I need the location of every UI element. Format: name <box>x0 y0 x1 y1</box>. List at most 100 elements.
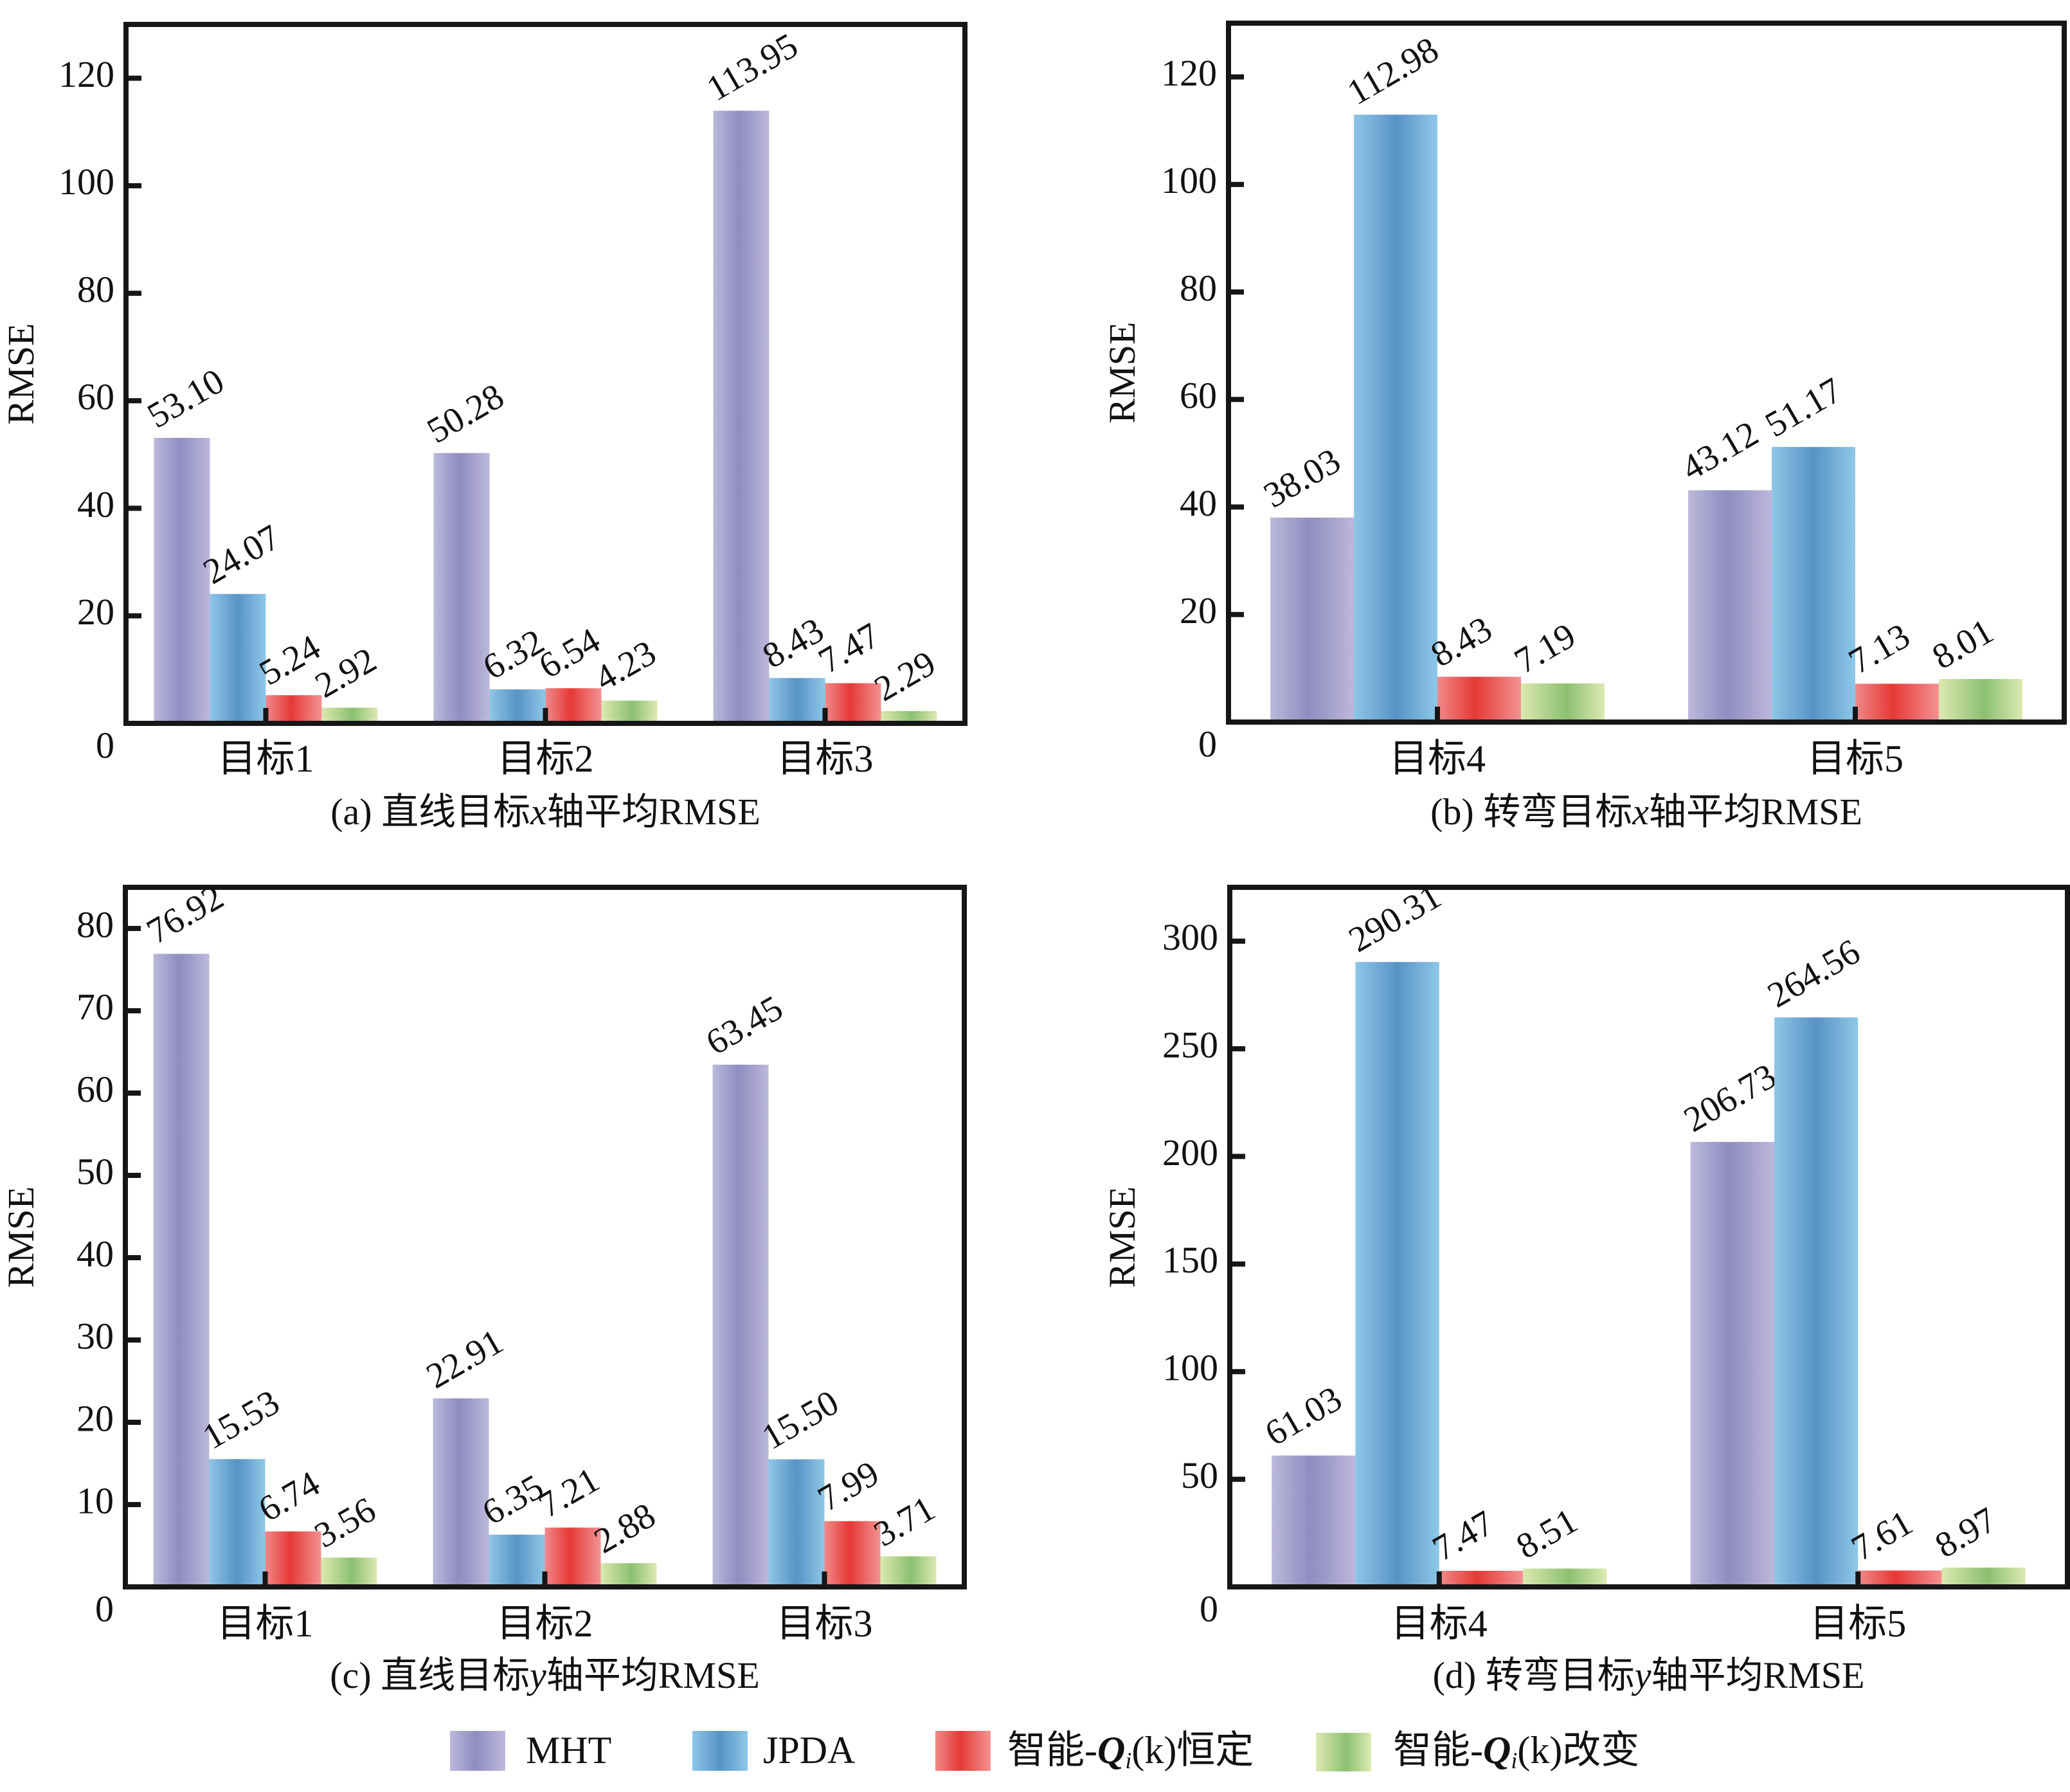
y-tick-label: 300 <box>1162 916 1218 958</box>
legend-swatch-smart-q-changing <box>1316 1733 1371 1771</box>
y-tick-label: 0 <box>96 724 114 766</box>
y-tick-label: 20 <box>1180 590 1217 631</box>
y-tick-label: 0 <box>1198 723 1217 765</box>
y-tick-label: 60 <box>1180 375 1217 417</box>
bar-a-series3-cat0 <box>321 707 378 723</box>
bar-b-series2-cat1 <box>1855 683 1939 722</box>
bar-c-series3-cat2 <box>880 1556 937 1587</box>
bar-d-series3-cat1 <box>1941 1567 2026 1587</box>
legend-label-jpda: JPDA <box>763 1729 855 1771</box>
data-label: 15.53 <box>196 1382 286 1458</box>
bar-c-series3-cat0 <box>321 1557 377 1587</box>
legend-label-smart-q-constant: 智能-Qi(k)恒定 <box>1007 1729 1254 1774</box>
data-label: 206.73 <box>1677 1056 1783 1140</box>
legend-label-smart-q-changing: 智能-Qi(k)改变 <box>1393 1729 1639 1774</box>
plot-frame <box>1227 885 2070 1589</box>
bar-b-series2-cat0 <box>1437 676 1521 722</box>
bar-a-series0-cat1 <box>433 453 490 723</box>
y-axis-title: RMSE <box>1101 322 1143 424</box>
bar-c-series1-cat0 <box>209 1459 266 1587</box>
bar-b-series0-cat1 <box>1688 490 1772 722</box>
legend-label-mht: MHT <box>526 1729 611 1771</box>
bar-b-series3-cat0 <box>1521 683 1605 722</box>
bar-a-series2-cat0 <box>266 695 322 723</box>
bar-a-series2-cat2 <box>825 683 881 723</box>
x-tick-label: 目标3 <box>777 1602 873 1645</box>
bar-c-series1-cat1 <box>489 1534 545 1587</box>
y-tick-label: 10 <box>76 1480 114 1521</box>
y-tick-label: 50 <box>1181 1454 1218 1496</box>
y-tick-label: 60 <box>76 1068 114 1110</box>
bar-d-series0-cat1 <box>1690 1141 1774 1587</box>
data-label: 8.51 <box>1510 1501 1585 1567</box>
bar-c-series2-cat2 <box>824 1521 881 1587</box>
data-label: 7.21 <box>532 1460 606 1526</box>
bar-a-series2-cat1 <box>545 688 602 723</box>
y-axis-title: RMSE <box>0 1186 42 1288</box>
y-axis-title: RMSE <box>1101 1186 1143 1288</box>
bar-a-series1-cat0 <box>210 593 266 723</box>
y-tick-label: 50 <box>76 1150 114 1192</box>
bar-d-series0-cat0 <box>1272 1455 1356 1587</box>
y-tick-label: 100 <box>1161 159 1217 201</box>
bar-a-series1-cat2 <box>769 678 825 723</box>
data-label: 8.97 <box>1929 1500 2003 1566</box>
bar-c-series0-cat2 <box>712 1064 769 1587</box>
x-tick-label: 目标5 <box>1810 1602 1906 1645</box>
y-tick-label: 20 <box>77 591 114 633</box>
data-label: 15.50 <box>755 1382 845 1458</box>
legend: MHT JPDA 智能-Qi(k)恒定 智能-Qi(k)改变 <box>450 1729 1639 1774</box>
legend-swatch-jpda <box>692 1731 748 1771</box>
bar-d-series3-cat0 <box>1523 1568 1607 1587</box>
bar-b-series0-cat0 <box>1270 518 1354 722</box>
x-tick-label: 目标1 <box>218 738 314 780</box>
bar-d-series1-cat0 <box>1355 962 1439 1587</box>
bar-a-series1-cat1 <box>489 689 546 723</box>
data-label: 38.03 <box>1257 441 1347 516</box>
y-tick-label: 100 <box>59 161 114 203</box>
chart-caption: (c) 直线目标y轴平均RMSE <box>330 1654 760 1696</box>
data-label: 112.98 <box>1341 30 1446 113</box>
data-label: 50.28 <box>420 376 510 451</box>
x-tick-label: 目标2 <box>498 738 594 780</box>
bar-c-series0-cat0 <box>153 954 210 1587</box>
bar-c-series0-cat1 <box>433 1398 489 1587</box>
data-label: 8.01 <box>1926 611 2001 678</box>
x-tick-label: 目标2 <box>497 1602 593 1645</box>
y-tick-label: 0 <box>95 1588 114 1629</box>
y-tick-label: 250 <box>1162 1024 1218 1065</box>
bar-d-series1-cat1 <box>1774 1017 1859 1587</box>
bar-a-series3-cat1 <box>601 700 658 723</box>
x-tick-label: 目标4 <box>1391 1602 1488 1645</box>
y-tick-label: 150 <box>1162 1239 1218 1281</box>
data-label: 61.03 <box>1259 1379 1349 1454</box>
bar-b-series1-cat0 <box>1354 114 1437 723</box>
bar-b-series3-cat1 <box>1939 679 2022 722</box>
x-tick-label: 目标4 <box>1389 738 1486 780</box>
plot-frame <box>1226 21 2067 725</box>
y-tick-label: 80 <box>77 268 114 310</box>
x-tick-label: 目标1 <box>217 1602 314 1645</box>
legend-item-smart-q-constant: 智能-Qi(k)恒定 <box>935 1729 1254 1774</box>
x-tick-label: 目标3 <box>777 738 874 780</box>
data-label: 51.17 <box>1759 370 1849 446</box>
bar-c-series2-cat0 <box>265 1531 321 1587</box>
legend-swatch-mht <box>450 1731 505 1771</box>
y-tick-label: 120 <box>1161 52 1217 94</box>
y-tick-label: 80 <box>76 903 114 945</box>
data-label: 7.19 <box>1508 615 1583 682</box>
bar-c-series1-cat2 <box>768 1459 825 1587</box>
y-tick-label: 20 <box>76 1397 114 1439</box>
legend-item-mht: MHT <box>450 1729 611 1771</box>
bar-d-series2-cat1 <box>1858 1570 1942 1587</box>
chart-caption: (d) 转弯目标y轴平均RMSE <box>1433 1654 1865 1696</box>
y-tick-label: 40 <box>76 1233 114 1274</box>
bar-a-series3-cat2 <box>881 710 937 723</box>
data-label: 24.07 <box>197 517 287 592</box>
y-tick-label: 30 <box>76 1315 114 1357</box>
